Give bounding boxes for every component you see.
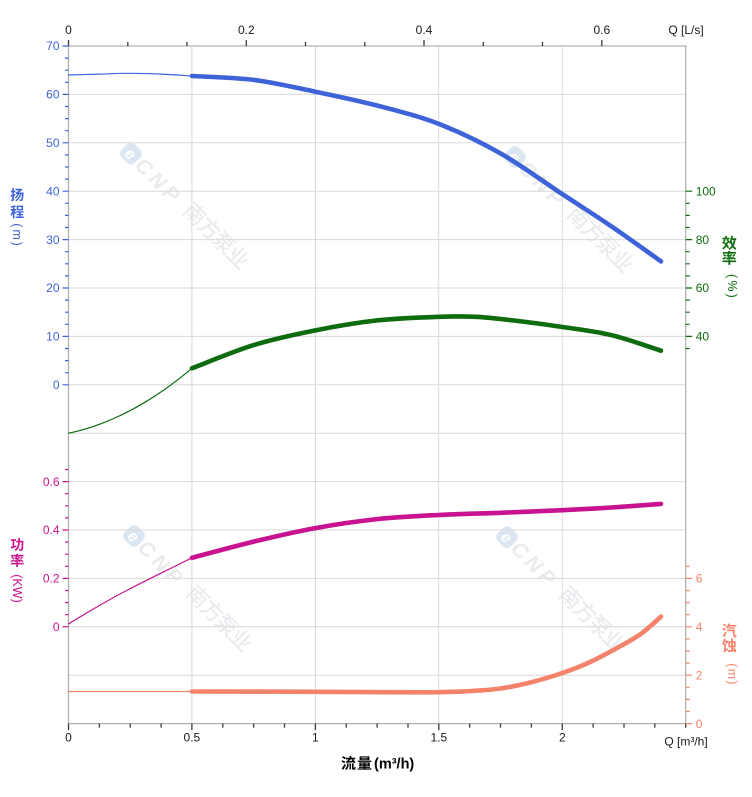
svg-text:4: 4 — [696, 620, 703, 634]
svg-text:0: 0 — [53, 620, 60, 634]
svg-text:1.5: 1.5 — [430, 730, 447, 744]
svg-text:0: 0 — [696, 717, 703, 731]
svg-text:30: 30 — [46, 233, 60, 247]
svg-text:Q [m³/h]: Q [m³/h] — [664, 735, 707, 749]
svg-text:(%): (%) — [725, 274, 739, 300]
svg-text:40: 40 — [696, 330, 710, 344]
svg-text:(m): (m) — [10, 223, 24, 247]
svg-text:0.5: 0.5 — [184, 730, 201, 744]
svg-text:CNP: CNP — [506, 537, 563, 594]
svg-text:60: 60 — [46, 88, 60, 102]
svg-text:10: 10 — [46, 330, 60, 344]
svg-text:0.2: 0.2 — [43, 572, 60, 586]
svg-text:0.2: 0.2 — [238, 23, 255, 37]
svg-text:CNP: CNP — [133, 536, 190, 593]
svg-text:0.4: 0.4 — [43, 523, 60, 537]
svg-text:0.6: 0.6 — [593, 23, 610, 37]
svg-text:50: 50 — [46, 136, 60, 150]
svg-text:2: 2 — [559, 730, 566, 744]
svg-text:(m³/h): (m³/h) — [374, 757, 414, 773]
svg-text:70: 70 — [46, 39, 60, 53]
svg-text:Q [L/s]: Q [L/s] — [668, 23, 703, 37]
svg-text:80: 80 — [696, 233, 710, 247]
svg-text:20: 20 — [46, 281, 60, 295]
svg-text:60: 60 — [696, 281, 710, 295]
svg-text:100: 100 — [696, 184, 716, 198]
svg-text:0: 0 — [65, 23, 72, 37]
svg-text:0: 0 — [65, 730, 72, 744]
svg-text:40: 40 — [46, 184, 60, 198]
svg-text:(KW): (KW) — [10, 574, 24, 602]
svg-text:0: 0 — [53, 378, 60, 392]
svg-text:0.4: 0.4 — [416, 23, 433, 37]
svg-text:(m): (m) — [725, 663, 739, 686]
svg-text:0.6: 0.6 — [43, 475, 60, 489]
svg-text:CNP: CNP — [130, 154, 187, 211]
svg-text:2: 2 — [696, 668, 703, 682]
svg-text:6: 6 — [696, 572, 703, 586]
svg-text:1: 1 — [312, 730, 319, 744]
